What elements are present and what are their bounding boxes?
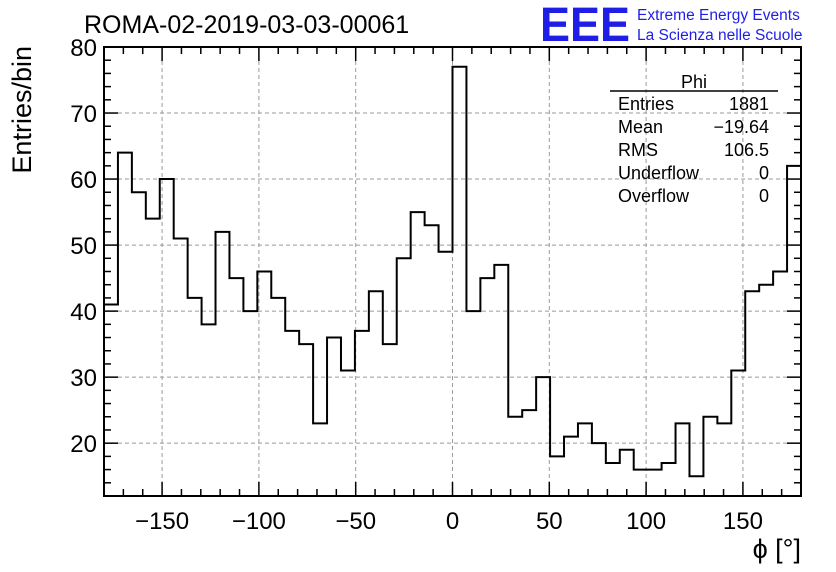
histogram-bin <box>773 272 787 497</box>
stats-row-label: Mean <box>618 117 663 137</box>
histogram-bin <box>188 298 202 496</box>
stats-rows: Entries 1881 Mean −19.64 RMS 106.5 Underflow 0 O… <box>618 94 769 206</box>
histogram-bin <box>662 463 676 496</box>
y-tick-label: 40 <box>70 299 97 326</box>
histogram-bin <box>453 67 467 496</box>
histogram-bin <box>522 410 536 496</box>
logo-line-2: La Scienza nelle Scuole <box>637 27 802 44</box>
histogram-bin <box>174 238 188 496</box>
histogram-bin <box>745 291 759 496</box>
histogram-bin <box>397 258 411 496</box>
histogram-bin <box>508 417 522 496</box>
histogram-bin <box>160 179 174 496</box>
logo-line-1: Extreme Energy Events <box>637 7 800 24</box>
y-tick-label: 30 <box>70 365 97 392</box>
stats-row-value: 0 <box>759 186 769 206</box>
histogram-bin <box>146 219 160 496</box>
histogram-bin <box>243 311 257 496</box>
histogram-bin <box>411 212 425 496</box>
histogram-bin <box>787 166 801 496</box>
histogram-bin <box>299 344 313 496</box>
x-tick-label: −100 <box>232 508 286 535</box>
histogram-bin <box>369 291 383 496</box>
histogram-bin <box>536 377 550 496</box>
x-tick-label: −50 <box>335 508 376 535</box>
y-tick-label: 50 <box>70 233 97 260</box>
histogram-bin <box>676 423 690 496</box>
histogram-bin <box>425 225 439 496</box>
histogram-bin <box>229 278 243 496</box>
stats-box: Phi Entries 1881 Mean −19.64 RMS 106.5 Underfl… <box>610 72 778 206</box>
histogram-bin <box>327 338 341 496</box>
histogram-bin <box>550 456 564 496</box>
histogram-bin <box>731 371 745 496</box>
y-tick-labels: 20 30 40 50 60 70 80 <box>70 35 97 458</box>
x-tick-label: 50 <box>536 508 563 535</box>
stats-row-value: −19.64 <box>713 117 769 137</box>
plot-frame <box>103 46 802 497</box>
eee-logo-icon: EEE <box>540 0 630 52</box>
stats-row-label: RMS <box>618 140 658 160</box>
stats-row-label: Entries <box>618 94 674 114</box>
x-tick-labels: −150 −100 −50 0 50 100 150 <box>135 508 763 535</box>
histogram-bin <box>313 423 327 496</box>
histogram-bin <box>480 278 494 496</box>
histogram-bin <box>564 437 578 496</box>
histogram-bin <box>717 423 731 496</box>
histogram-bin <box>634 470 648 496</box>
histogram-bin <box>216 232 230 496</box>
x-tick-label: −150 <box>135 508 189 535</box>
histogram-bin <box>578 423 592 496</box>
stats-row-value: 0 <box>759 163 769 183</box>
histogram-bin <box>341 371 355 496</box>
histogram-bin <box>439 252 453 496</box>
stats-row-value: 106.5 <box>724 140 769 160</box>
stats-row-label: Underflow <box>618 163 700 183</box>
histogram-bin <box>132 192 146 496</box>
x-axis-label: ϕ [°] <box>753 534 801 564</box>
histogram-bin <box>648 470 662 496</box>
histogram-bin <box>620 450 634 496</box>
stats-name: Phi <box>681 72 707 92</box>
histogram-bin <box>355 331 369 496</box>
y-tick-label: 80 <box>70 35 97 62</box>
histogram-bin <box>257 272 271 497</box>
histogram-bin <box>383 344 397 496</box>
histogram-bin <box>606 463 620 496</box>
y-tick-label: 20 <box>70 431 97 458</box>
histogram-bin <box>689 476 703 496</box>
histogram-bin <box>118 153 132 496</box>
y-axis-label: Entries/bin <box>7 46 37 174</box>
histogram-bin <box>592 443 606 496</box>
histogram-bin <box>285 331 299 496</box>
histogram-bin <box>494 265 508 496</box>
histogram-bin <box>104 305 118 496</box>
chart-title: ROMA-02-2019-03-03-00061 <box>84 11 409 39</box>
histogram-bin <box>703 417 717 496</box>
stats-row-label: Overflow <box>618 186 690 206</box>
stats-row-value: 1881 <box>729 94 769 114</box>
histogram-bin <box>466 311 480 496</box>
x-tick-label: 0 <box>446 508 459 535</box>
histogram-outline <box>103 65 802 496</box>
histogram-bin <box>271 298 285 496</box>
x-tick-label: 150 <box>723 508 763 535</box>
y-tick-label: 60 <box>70 167 97 194</box>
histogram-bin <box>202 324 216 496</box>
histogram-bin <box>759 285 773 496</box>
y-tick-label: 70 <box>70 101 97 128</box>
x-tick-label: 100 <box>626 508 666 535</box>
